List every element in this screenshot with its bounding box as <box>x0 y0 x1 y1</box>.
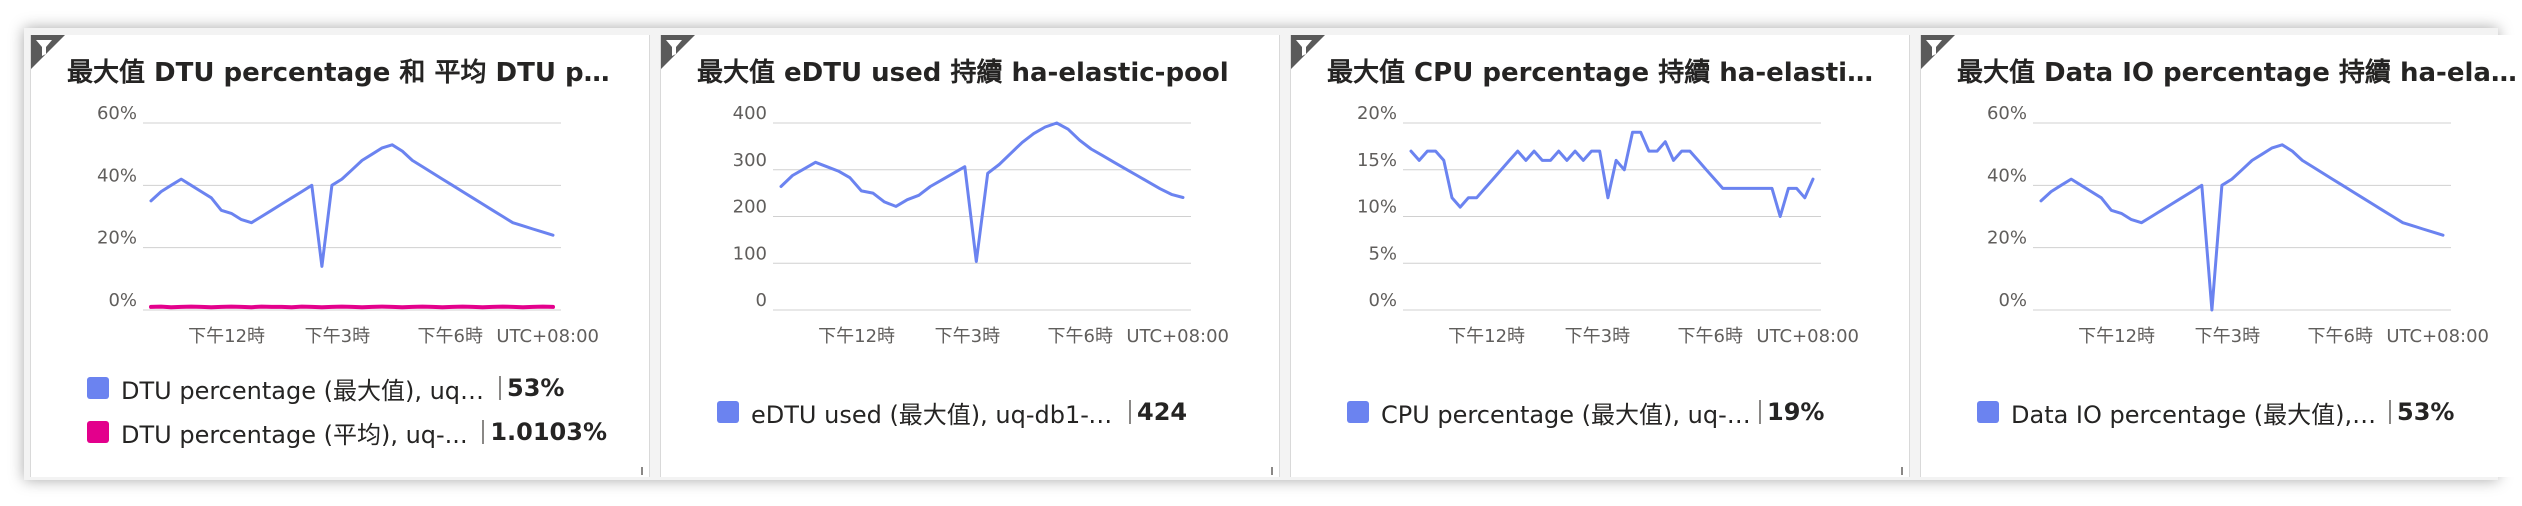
legend-value: 53% <box>507 374 565 402</box>
y-tick-label: 40% <box>1987 165 2027 186</box>
filter-icon[interactable] <box>1291 35 1325 69</box>
legend-label: DTU percentage (平均), uq-... <box>121 420 468 449</box>
timezone-label: UTC+08:00 <box>2386 326 2489 347</box>
y-tick-label: 20% <box>1987 228 2027 249</box>
y-tick-label: 0% <box>1998 290 2027 311</box>
timezone-label: UTC+08:00 <box>1756 326 1859 347</box>
resize-handle[interactable] <box>641 467 643 475</box>
legend-separator <box>482 420 485 444</box>
y-tick-label: 400 <box>733 103 767 124</box>
x-tick-label: 下午3時 <box>2195 326 2260 347</box>
y-tick-label: 300 <box>733 150 767 171</box>
x-tick-label: 下午6時 <box>1678 326 1743 347</box>
line-chart[interactable]: 60% 40% 20% 0% 下午12時 下午3時 下午6時 UTC+08:00 <box>31 35 651 347</box>
legend-swatch <box>87 421 109 443</box>
legend-value: 1.0103% <box>490 418 607 446</box>
x-tick-label: 下午3時 <box>935 326 1000 347</box>
legend-swatch <box>717 401 739 423</box>
x-tick-label: 下午12時 <box>818 326 895 347</box>
line-chart[interactable]: 400 300 200 100 0 下午12時 下午3時 下午6時 UTC+08:00 <box>661 35 1281 347</box>
x-tick-label: 下午6時 <box>1048 326 1113 347</box>
series-line <box>779 121 1185 263</box>
resize-handle[interactable] <box>1271 467 1273 475</box>
x-tick-label: 下午12時 <box>188 326 265 347</box>
chart-tile-edtu[interactable]: 最大值 eDTU used 持續 ha-elastic-pool 400 300 2… <box>660 35 1280 477</box>
legend-separator <box>1759 400 1761 424</box>
series-line <box>149 143 555 268</box>
legend-value: 424 <box>1137 398 1188 426</box>
chart-tile-dtu[interactable]: 最大值 DTU percentage 和 平均 DTU percen... 60… <box>30 35 650 477</box>
series-line <box>149 304 555 310</box>
legend-value: 19% <box>1767 398 1825 426</box>
legend-item[interactable]: Data IO percentage (最大值), u... 53% <box>1977 395 2497 429</box>
y-tick-label: 20% <box>97 228 137 249</box>
y-tick-label: 60% <box>97 103 137 124</box>
legend-separator <box>499 376 501 400</box>
series-line <box>1409 130 1815 218</box>
legend-swatch <box>1347 401 1369 423</box>
legend-label: eDTU used (最大值), uq-db1-v... <box>751 400 1121 429</box>
line-chart[interactable]: 60% 40% 20% 0% 下午12時 下午3時 下午6時 UTC+08:00 <box>1921 35 2522 347</box>
line-chart[interactable]: 20% 15% 10% 5% 0% 下午12時 下午3時 下午6時 UTC+08:00 <box>1291 35 1911 347</box>
series-line <box>2039 143 2445 312</box>
timezone-label: UTC+08:00 <box>496 326 599 347</box>
x-tick-label: 下午3時 <box>305 326 370 347</box>
y-tick-label: 0% <box>1368 290 1397 311</box>
y-tick-label: 0 <box>756 290 767 311</box>
legend-label: Data IO percentage (最大值), u... <box>2011 400 2381 429</box>
x-tick-label: 下午12時 <box>1448 326 1525 347</box>
legend-item[interactable]: CPU percentage (最大值), uq-d... 19% <box>1347 395 1867 429</box>
timezone-label: UTC+08:00 <box>1126 326 1229 347</box>
filter-icon[interactable] <box>661 35 695 69</box>
y-tick-label: 0% <box>108 290 137 311</box>
y-tick-label: 100 <box>733 243 767 264</box>
y-tick-label: 200 <box>733 197 767 218</box>
y-tick-label: 5% <box>1368 243 1397 264</box>
legend-item[interactable]: DTU percentage (平均), uq-... 1.0103% <box>87 415 607 449</box>
y-tick-label: 40% <box>97 165 137 186</box>
filter-icon[interactable] <box>1921 35 1955 69</box>
legend-separator <box>1129 400 1131 424</box>
resize-handle[interactable] <box>1901 467 1903 475</box>
legend-separator <box>2389 400 2391 424</box>
legend-swatch <box>1977 401 1999 423</box>
x-tick-label: 下午6時 <box>418 326 483 347</box>
chart-tile-data-io[interactable]: 最大值 Data IO percentage 持續 ha-elastic-...… <box>1920 35 2522 477</box>
legend-swatch <box>87 377 109 399</box>
y-tick-label: 10% <box>1357 197 1397 218</box>
legend-label: DTU percentage (最大值), uq-d... <box>121 376 491 405</box>
legend-label: CPU percentage (最大值), uq-d... <box>1381 400 1751 429</box>
x-tick-label: 下午6時 <box>2308 326 2373 347</box>
x-tick-label: 下午12時 <box>2078 326 2155 347</box>
y-tick-label: 15% <box>1357 150 1397 171</box>
legend-item[interactable]: DTU percentage (最大值), uq-d... 53% <box>87 371 607 405</box>
y-tick-label: 60% <box>1987 103 2027 124</box>
y-tick-label: 20% <box>1357 103 1397 124</box>
x-tick-label: 下午3時 <box>1565 326 1630 347</box>
legend-value: 53% <box>2397 398 2455 426</box>
filter-icon[interactable] <box>31 35 65 69</box>
chart-tile-cpu[interactable]: 最大值 CPU percentage 持續 ha-elastic-pool 20… <box>1290 35 1910 477</box>
legend-item[interactable]: eDTU used (最大值), uq-db1-v... 424 <box>717 395 1237 429</box>
